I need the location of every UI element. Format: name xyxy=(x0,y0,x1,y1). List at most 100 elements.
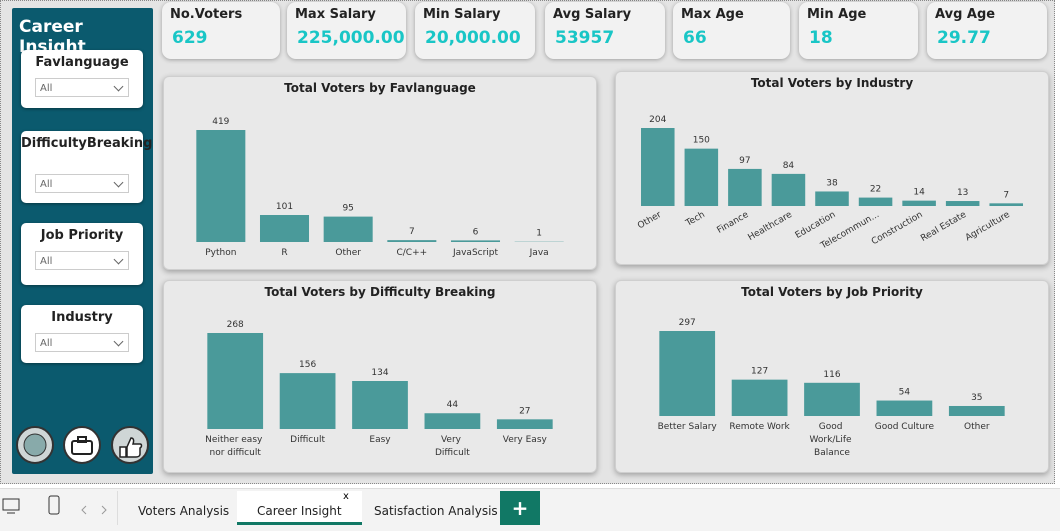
data-label: 84 xyxy=(783,161,795,171)
slicer[interactable]: Favlanguage All xyxy=(21,50,143,108)
bar xyxy=(497,419,553,429)
nav-button[interactable] xyxy=(64,427,100,463)
data-label: 44 xyxy=(447,400,459,410)
slicer-label: Favlanguage xyxy=(21,55,143,70)
bar xyxy=(641,128,675,206)
bar xyxy=(859,198,893,206)
category-label: Python xyxy=(205,248,236,258)
category-label: Easy xyxy=(369,435,391,445)
data-label: 14 xyxy=(913,188,925,198)
kpi-value: 18 xyxy=(809,28,833,48)
slicer[interactable]: Job Priority All xyxy=(21,223,143,285)
category-label: Better Salary xyxy=(658,422,718,432)
category-label: Good Work/Life Balance xyxy=(810,422,855,458)
category-label: Difficult xyxy=(290,435,325,445)
kpi-label: Max Age xyxy=(681,7,744,22)
data-label: 156 xyxy=(299,360,316,370)
data-label: 116 xyxy=(823,370,840,380)
chart-title: Total Voters by Job Priority xyxy=(616,285,1048,299)
category-label: Finance xyxy=(716,210,751,236)
add-page[interactable]: + xyxy=(500,491,540,525)
kpi-label: Min Age xyxy=(807,7,866,22)
data-label: 38 xyxy=(826,178,838,188)
category-label: Healthcare xyxy=(746,210,794,243)
data-label: 204 xyxy=(649,115,666,125)
tab[interactable]: Satisfaction Analysis xyxy=(354,491,518,525)
kpi-label: Min Salary xyxy=(423,7,500,22)
bar xyxy=(280,373,336,429)
view-icons xyxy=(0,489,115,529)
page-tabs: Voters Analysis Career Insight x Satisfa… xyxy=(0,488,1060,531)
data-label: 419 xyxy=(212,117,229,127)
data-label: 54 xyxy=(899,388,911,398)
bar xyxy=(324,217,373,242)
kpi-label: Max Salary xyxy=(295,7,376,22)
category-label: Real Estate xyxy=(919,210,968,244)
kpi-value: 629 xyxy=(172,28,208,48)
category-label: Very Difficult xyxy=(435,435,470,458)
slicer-dropdown[interactable]: All xyxy=(35,251,129,270)
data-label: 97 xyxy=(739,156,750,166)
nav-button[interactable] xyxy=(17,427,53,463)
tab-close[interactable]: x xyxy=(343,491,349,502)
kpi-label: No.Voters xyxy=(170,7,242,22)
data-label: 127 xyxy=(751,367,768,377)
data-label: 268 xyxy=(227,320,244,330)
kpi-card: Min Age 18 xyxy=(799,2,918,59)
nav-button[interactable] xyxy=(112,427,148,463)
category-label: Very Easy xyxy=(503,435,548,445)
bar xyxy=(732,380,788,416)
slicer-dropdown[interactable]: All xyxy=(35,333,129,352)
slicer-label: Job Priority xyxy=(21,228,143,243)
chart-panel: 297 Better Salary 127 Remote Work 116 Good Wo… xyxy=(615,280,1049,473)
slicer-dropdown[interactable]: All xyxy=(35,174,129,193)
data-label: 6 xyxy=(473,227,479,237)
chart-panel: 268 Neither easy nor difficult 156 Difficul… xyxy=(163,280,597,473)
bar xyxy=(877,401,933,416)
chart: 268 Neither easy nor difficult 156 Difficul… xyxy=(164,281,596,472)
data-label: 297 xyxy=(679,318,696,328)
tab[interactable]: Voters Analysis xyxy=(117,491,249,525)
bar xyxy=(949,406,1005,416)
bar xyxy=(772,174,806,206)
category-label: Agriculture xyxy=(964,210,1012,244)
category-label: Neither easy nor difficult xyxy=(205,435,265,458)
bar xyxy=(425,413,481,429)
category-label: Other xyxy=(964,422,990,432)
nav-icons xyxy=(12,423,153,468)
kpi-value: 20,000.00 xyxy=(425,28,521,48)
data-label: 13 xyxy=(957,188,968,198)
data-label: 95 xyxy=(342,204,353,214)
category-label: Java xyxy=(529,248,549,258)
slicer-label: DifficultyBreaking xyxy=(21,136,143,151)
chart: 419Python101R95Other7C/C++6JavaScript1Ja… xyxy=(164,77,596,269)
mobile-view[interactable] xyxy=(49,496,59,514)
desktop-view[interactable] xyxy=(3,499,19,513)
category-label: Good Culture xyxy=(875,422,935,432)
data-label: 7 xyxy=(409,227,415,237)
category-label: Other xyxy=(335,248,361,258)
bar xyxy=(387,240,436,242)
category-label: Remote Work xyxy=(729,422,790,432)
chart: 204Other150Tech97Finance84Healthcare38Ed… xyxy=(616,72,1048,264)
bar xyxy=(451,240,500,242)
chart: 297 Better Salary 127 Remote Work 116 Good Wo… xyxy=(616,281,1048,472)
chart-title: Total Voters by Industry xyxy=(616,76,1048,90)
tab-scroll[interactable] xyxy=(82,506,106,514)
bar xyxy=(989,203,1023,206)
bar xyxy=(902,201,936,206)
slicer-dropdown[interactable]: All xyxy=(35,78,129,97)
kpi-label: Avg Salary xyxy=(553,7,631,22)
slicer[interactable]: DifficultyBreaking All xyxy=(21,131,143,203)
bar xyxy=(946,201,980,206)
category-label: C/C++ xyxy=(396,248,427,258)
data-label: 35 xyxy=(971,393,982,403)
bar xyxy=(196,130,245,242)
data-label: 1 xyxy=(536,229,542,239)
